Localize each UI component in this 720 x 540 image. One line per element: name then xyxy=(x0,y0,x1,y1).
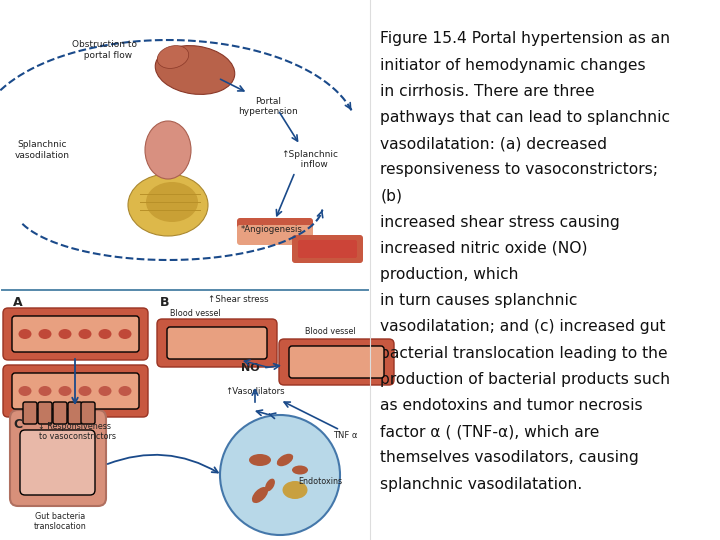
Ellipse shape xyxy=(19,386,32,396)
Text: factor α ( (TNF-α), which are: factor α ( (TNF-α), which are xyxy=(380,424,600,439)
Ellipse shape xyxy=(58,329,71,339)
Text: C: C xyxy=(14,418,22,431)
Ellipse shape xyxy=(119,329,132,339)
FancyBboxPatch shape xyxy=(292,235,363,263)
Text: Obstruction to
  portal flow: Obstruction to portal flow xyxy=(73,40,138,60)
FancyBboxPatch shape xyxy=(279,339,394,385)
Ellipse shape xyxy=(99,329,112,339)
Ellipse shape xyxy=(282,481,307,499)
Ellipse shape xyxy=(38,329,52,339)
Ellipse shape xyxy=(265,478,275,491)
FancyBboxPatch shape xyxy=(53,402,67,424)
Text: production of bacterial products such: production of bacterial products such xyxy=(380,372,670,387)
Ellipse shape xyxy=(119,386,132,396)
Text: Blood vessel: Blood vessel xyxy=(305,327,355,336)
Text: ↑Shear stress: ↑Shear stress xyxy=(207,295,269,305)
FancyBboxPatch shape xyxy=(68,402,82,424)
Text: vasodilatation; and (c) increased gut: vasodilatation; and (c) increased gut xyxy=(380,320,666,334)
FancyBboxPatch shape xyxy=(167,327,267,359)
FancyBboxPatch shape xyxy=(3,308,148,360)
Text: increased nitric oxide (NO): increased nitric oxide (NO) xyxy=(380,241,588,256)
FancyBboxPatch shape xyxy=(298,240,357,258)
Text: ↑Splanchnic
   inflow: ↑Splanchnic inflow xyxy=(282,150,338,170)
Ellipse shape xyxy=(145,121,191,179)
Text: increased shear stress causing: increased shear stress causing xyxy=(380,215,620,230)
Text: B: B xyxy=(161,296,170,309)
Text: Blood vessel: Blood vessel xyxy=(170,309,220,319)
Text: bacterial translocation leading to the: bacterial translocation leading to the xyxy=(380,346,667,361)
Ellipse shape xyxy=(58,386,71,396)
Ellipse shape xyxy=(78,329,91,339)
FancyBboxPatch shape xyxy=(20,430,95,495)
Text: themselves vasodilators, causing: themselves vasodilators, causing xyxy=(380,450,639,465)
Ellipse shape xyxy=(157,45,189,69)
Text: in turn causes splanchnic: in turn causes splanchnic xyxy=(380,293,577,308)
Ellipse shape xyxy=(276,454,293,466)
Text: Gut bacteria
translocation: Gut bacteria translocation xyxy=(34,512,86,531)
FancyBboxPatch shape xyxy=(237,225,313,245)
FancyBboxPatch shape xyxy=(3,365,148,417)
Ellipse shape xyxy=(146,182,198,222)
Text: vasodilatation: (a) decreased: vasodilatation: (a) decreased xyxy=(380,136,607,151)
Text: TNF α: TNF α xyxy=(333,430,357,440)
Text: *Angiogenesis: *Angiogenesis xyxy=(241,226,303,234)
Circle shape xyxy=(220,415,340,535)
Text: initiator of hemodynamic changes: initiator of hemodynamic changes xyxy=(380,58,646,72)
Ellipse shape xyxy=(128,174,208,236)
Text: (b): (b) xyxy=(380,188,402,204)
FancyBboxPatch shape xyxy=(10,410,106,506)
Text: ↑Vasodilators: ↑Vasodilators xyxy=(225,388,285,396)
Ellipse shape xyxy=(19,329,32,339)
Text: ↓ Responsiveness
  to vasoconstrictors: ↓ Responsiveness to vasoconstrictors xyxy=(34,422,116,441)
Text: in cirrhosis. There are three: in cirrhosis. There are three xyxy=(380,84,595,99)
Ellipse shape xyxy=(38,386,52,396)
FancyBboxPatch shape xyxy=(12,373,139,409)
FancyBboxPatch shape xyxy=(12,316,139,352)
Text: NO: NO xyxy=(240,363,259,373)
Text: pathways that can lead to splanchnic: pathways that can lead to splanchnic xyxy=(380,110,670,125)
Ellipse shape xyxy=(249,454,271,466)
Ellipse shape xyxy=(156,45,235,94)
Text: as endotoxins and tumor necrosis: as endotoxins and tumor necrosis xyxy=(380,398,643,413)
FancyBboxPatch shape xyxy=(81,402,95,424)
Text: responsiveness to vasoconstrictors;: responsiveness to vasoconstrictors; xyxy=(380,163,658,177)
FancyBboxPatch shape xyxy=(237,218,313,238)
Text: Portal
hypertension: Portal hypertension xyxy=(238,97,298,117)
Ellipse shape xyxy=(99,386,112,396)
FancyBboxPatch shape xyxy=(38,402,52,424)
Text: Splanchnic
vasodilation: Splanchnic vasodilation xyxy=(14,140,70,160)
Text: production, which: production, which xyxy=(380,267,518,282)
Ellipse shape xyxy=(292,465,308,475)
Ellipse shape xyxy=(252,487,268,503)
Text: splanchnic vasodilatation.: splanchnic vasodilatation. xyxy=(380,477,582,491)
FancyBboxPatch shape xyxy=(289,346,384,378)
FancyBboxPatch shape xyxy=(157,319,277,367)
Text: Figure 15.4 Portal hypertension as an: Figure 15.4 Portal hypertension as an xyxy=(380,31,670,46)
FancyBboxPatch shape xyxy=(23,402,37,424)
Text: A: A xyxy=(13,296,23,309)
Text: Endotoxins: Endotoxins xyxy=(298,477,342,487)
Ellipse shape xyxy=(78,386,91,396)
